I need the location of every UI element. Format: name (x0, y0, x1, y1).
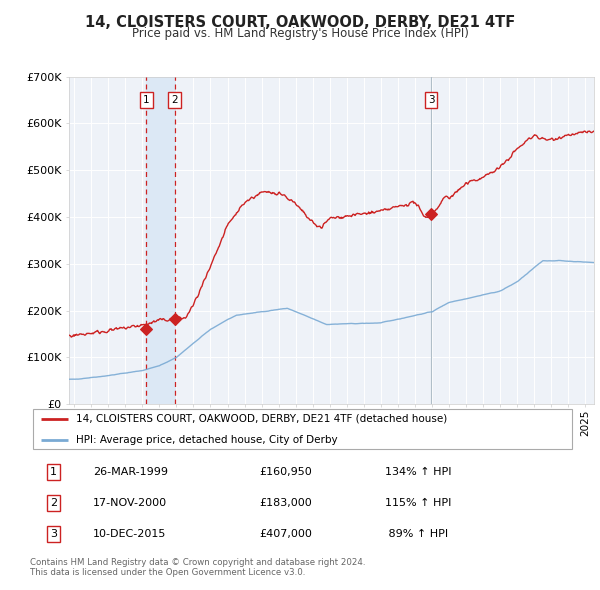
Text: This data is licensed under the Open Government Licence v3.0.: This data is licensed under the Open Gov… (30, 568, 305, 576)
Text: 2: 2 (171, 95, 178, 105)
Text: 17-NOV-2000: 17-NOV-2000 (93, 498, 167, 508)
Text: Price paid vs. HM Land Registry's House Price Index (HPI): Price paid vs. HM Land Registry's House … (131, 27, 469, 40)
Text: 14, CLOISTERS COURT, OAKWOOD, DERBY, DE21 4TF (detached house): 14, CLOISTERS COURT, OAKWOOD, DERBY, DE2… (76, 414, 448, 424)
Text: Contains HM Land Registry data © Crown copyright and database right 2024.: Contains HM Land Registry data © Crown c… (30, 558, 365, 566)
Text: 115% ↑ HPI: 115% ↑ HPI (385, 498, 451, 508)
Point (170, 314, 179, 323)
Text: 3: 3 (428, 95, 434, 105)
Text: HPI: Average price, detached house, City of Derby: HPI: Average price, detached house, City… (76, 435, 338, 445)
Point (142, 324, 151, 333)
Text: 1: 1 (50, 467, 57, 477)
Bar (146, 77, 175, 404)
Text: 3: 3 (50, 529, 57, 539)
Text: 1: 1 (143, 95, 149, 105)
FancyBboxPatch shape (33, 409, 572, 449)
Text: £183,000: £183,000 (259, 498, 312, 508)
Text: 2: 2 (50, 498, 57, 508)
Text: 134% ↑ HPI: 134% ↑ HPI (385, 467, 451, 477)
Point (426, 209, 436, 218)
Text: 89% ↑ HPI: 89% ↑ HPI (385, 529, 448, 539)
Text: 10-DEC-2015: 10-DEC-2015 (93, 529, 166, 539)
Text: 26-MAR-1999: 26-MAR-1999 (93, 467, 168, 477)
Text: £160,950: £160,950 (259, 467, 312, 477)
Text: 14, CLOISTERS COURT, OAKWOOD, DERBY, DE21 4TF: 14, CLOISTERS COURT, OAKWOOD, DERBY, DE2… (85, 15, 515, 30)
Text: £407,000: £407,000 (259, 529, 312, 539)
